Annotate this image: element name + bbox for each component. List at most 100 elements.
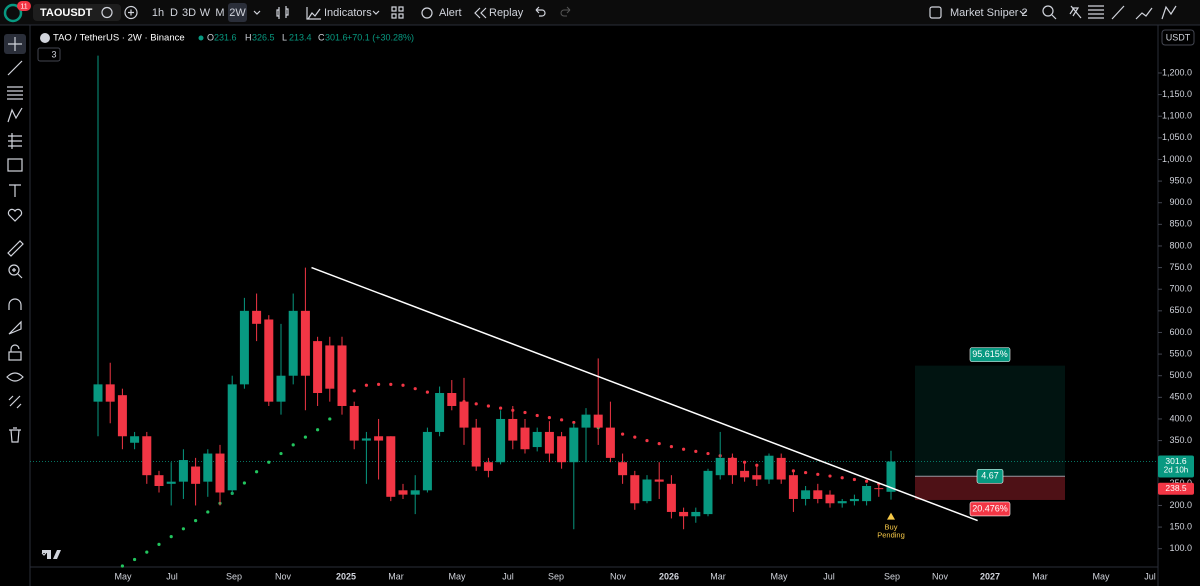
checkbox[interactable] [929,6,942,19]
candle-body [874,488,884,490]
x-tick-label: Nov [932,571,949,581]
pitchfork-icon[interactable] [1161,5,1177,20]
interval[interactable]: D [170,7,178,19]
alert-button[interactable]: Alert [439,7,462,19]
y-tick-label: 900.0 [1169,197,1192,207]
magnet-tool[interactable] [8,298,22,310]
candle-body [203,453,213,482]
avatar[interactable] [3,3,23,23]
replay-icon [474,7,487,19]
y-tick-label: 350.0 [1169,435,1192,445]
currency-button[interactable] [1161,29,1195,46]
ruler-tool[interactable] [7,240,24,257]
badge [17,1,31,11]
candle-body [862,485,872,502]
sar-dot [840,476,844,480]
sar-dot [389,382,393,386]
ohlc-value: 301.6 [325,32,348,42]
toolbar-bg [0,0,1200,25]
trend-tool[interactable] [7,60,23,76]
layouts-icon[interactable] [391,6,404,19]
symbol-logo [40,33,50,43]
sar-dot [547,416,552,420]
visibility-tool[interactable] [6,372,24,382]
x-tick-label: Nov [275,571,292,581]
sar-dot [377,382,381,386]
prediction-tool[interactable] [8,133,22,149]
link-tool[interactable] [8,395,22,409]
last-price-label: 301.6 [1165,456,1187,466]
x-tick-label: Jul [502,571,514,581]
fib-icon[interactable] [1088,5,1104,19]
pattern-tool[interactable] [7,107,23,123]
candle-body [410,490,420,495]
chevron[interactable] [1019,10,1027,15]
interval[interactable]: 3D [182,7,196,19]
text-tool[interactable] [9,184,21,197]
chart-type-icon[interactable] [276,6,289,19]
search-handle [1051,14,1057,20]
path-icon[interactable] [1135,7,1153,20]
fib-tool[interactable] [7,86,23,100]
sar-dot [828,474,832,478]
candle-body [471,427,481,467]
line-icon[interactable] [1111,5,1125,20]
candle-body [300,310,310,376]
symbol-search[interactable] [33,4,121,21]
indicator-toggle[interactable] [37,47,61,62]
candle-body [788,475,798,499]
draw-mode-tool[interactable] [8,320,22,335]
x-tick-label: Jul [823,571,835,581]
indicators-icon [306,7,321,20]
y-tick-label: 700.0 [1169,284,1192,294]
candle-body [349,405,359,441]
crosshair-tool[interactable] [8,37,22,51]
candle-body [740,470,750,478]
layout-name[interactable]: Market Sniper 2 [950,7,1028,19]
indicator-count: 3 [51,49,56,59]
sar-dot [279,451,283,456]
redo[interactable] [560,6,571,17]
sar-dot [352,389,356,393]
lock-shackle [10,344,20,352]
target-zone [915,365,1065,477]
candle-body [191,466,201,484]
ohlc-key: L [282,32,287,42]
tool-icon[interactable] [1069,5,1082,19]
price-tag [1158,482,1194,495]
lock-tool[interactable] [8,351,22,361]
delete-tool[interactable] [9,427,21,443]
indicator-chevron [41,552,47,556]
favorites-tool[interactable] [7,208,23,222]
undo[interactable] [535,6,546,17]
sar-dot [669,445,674,449]
candle-body [361,438,371,441]
interval[interactable]: W [200,7,211,19]
search-icon[interactable] [1042,5,1054,17]
chevron[interactable] [372,10,380,15]
trendline [311,266,978,522]
x-tick-label: Mar [1032,571,1048,581]
interval[interactable]: M [215,7,224,19]
y-tick-label: 400.0 [1169,413,1192,423]
interval[interactable]: 1h [152,7,164,19]
shape-tool[interactable] [7,158,23,172]
zoom-tool[interactable] [8,264,20,276]
candle-body [654,479,664,482]
candle-body [618,462,628,476]
candle-body [666,483,676,512]
candle-body [130,436,140,443]
chevron[interactable] [253,10,261,15]
top-toolbar: 11 TAOUSDT 1h D 3D W M 2W Indicators Ale… [0,0,1200,26]
candle-body [105,384,115,402]
sar-dot [657,442,661,446]
interval[interactable]: 2W [229,7,246,19]
compare-button[interactable] [124,5,138,20]
replay-button[interactable]: Replay [489,7,524,19]
indicators-button[interactable]: Indicators [324,7,372,19]
last-price-tag [1158,455,1194,478]
candle-body [398,490,408,495]
candle-body [776,457,786,480]
candle-body [252,310,262,324]
